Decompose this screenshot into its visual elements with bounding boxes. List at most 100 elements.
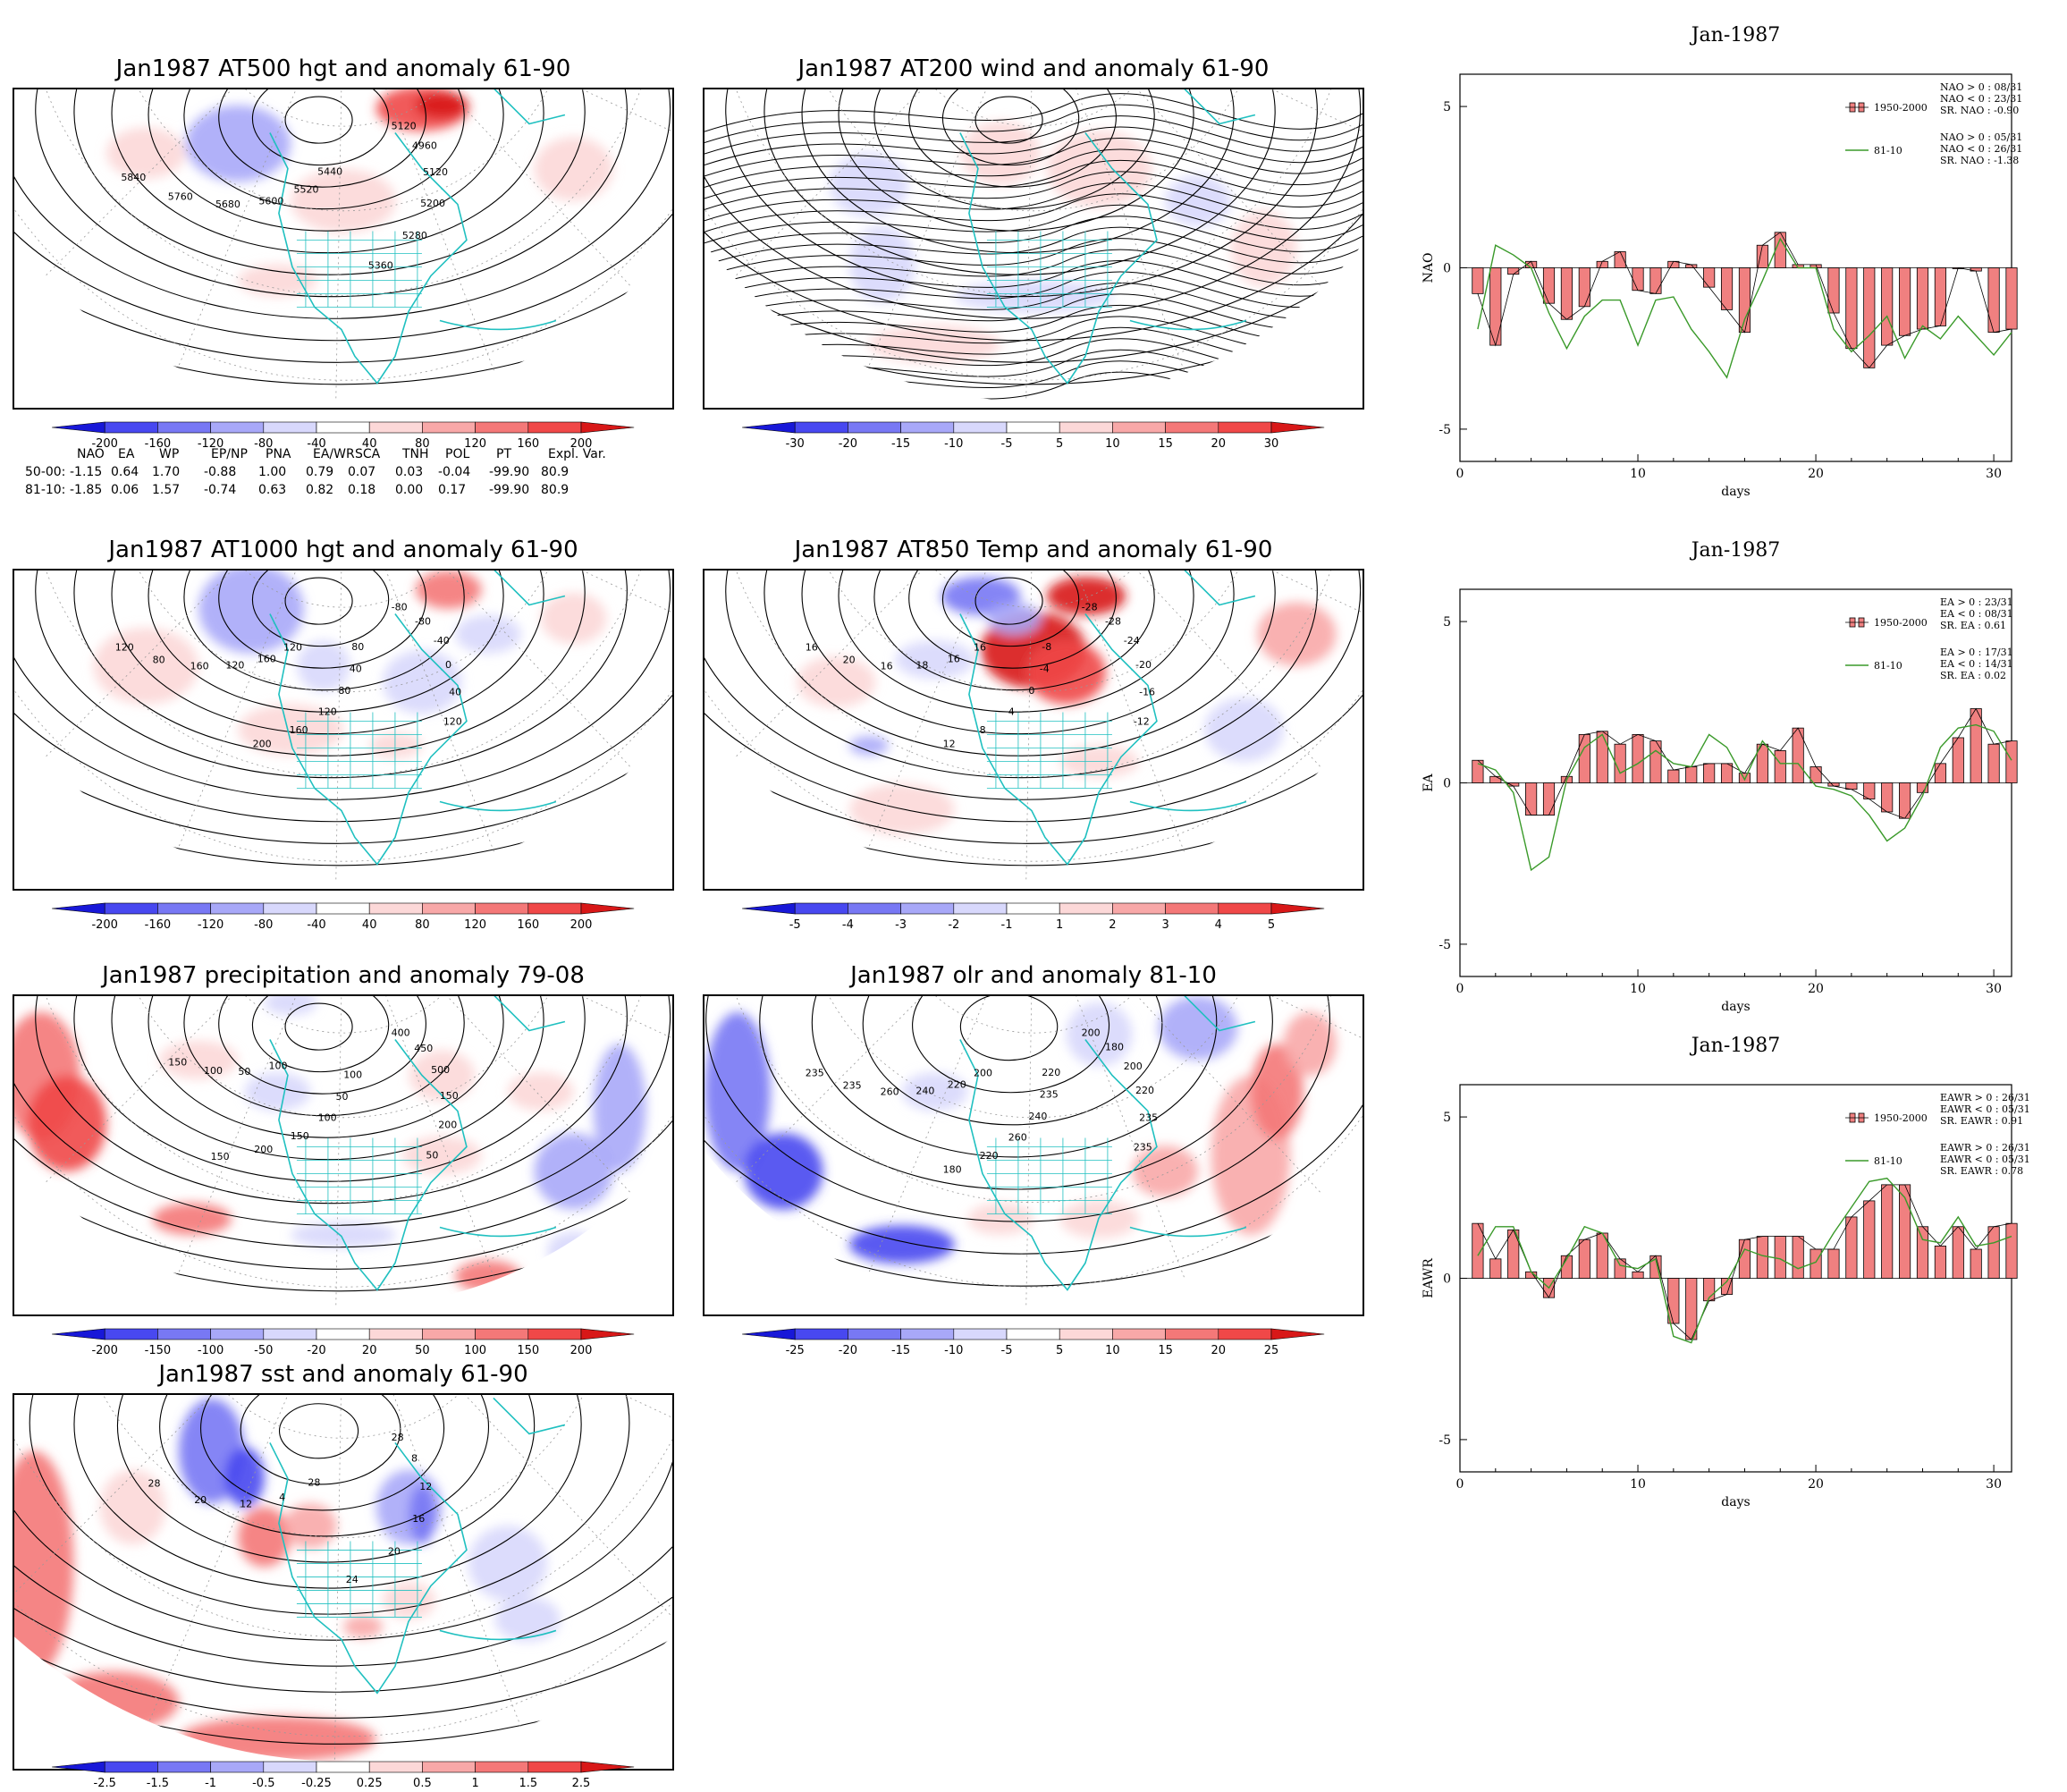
colorbar-cell [527,1761,582,1773]
x-axis-label: days [1721,485,1750,499]
anomaly-patch [46,1671,179,1732]
colorbar-cell [105,1328,159,1340]
streamline [704,271,1363,310]
colorbar-label: -50 [255,1344,274,1357]
contour-label: 80 [153,655,165,666]
anomaly-patch [1046,577,1126,615]
y-axis-label: EAWR [1422,1258,1436,1298]
anomaly-patch [369,732,423,759]
colorbar-label: 15 [1159,1344,1174,1357]
legend-stat: SR. EA : 0.02 [1940,670,2006,681]
anomaly-patch [14,1450,74,1676]
contour-label: 16 [881,660,893,672]
colorbar-label: 3 [1162,918,1169,932]
bar [1542,267,1556,304]
anomaly-patch [1257,602,1337,666]
legend-stat: SR. EAWR : 0.91 [1940,1115,2023,1127]
colorbar-label: 15 [1159,437,1174,451]
anomaly-patch [415,92,468,119]
colorbar-cell [795,1328,849,1340]
coastline-greenland [493,89,566,125]
colorbar-label: -10 [945,437,964,451]
anomaly-patch [547,1231,601,1271]
meridian [29,571,344,774]
chart-title: Jan-1987 [1690,24,1781,46]
anomaly-patch [224,1447,265,1508]
colorbar-cell [1112,421,1167,434]
contour-line [14,571,672,844]
contour-line [838,89,1194,232]
bar [1934,763,1946,783]
contour-line [704,996,1363,1287]
contour-label: 260 [881,1086,899,1097]
colorbar-cell [105,902,159,915]
coastline-north-america [959,132,1158,385]
contour-label: -28 [1082,602,1098,613]
bar [1970,1248,1982,1279]
colorbar-cell [527,902,582,915]
bar [1738,1238,1751,1279]
contour-line [14,89,672,385]
bar [1792,1236,1804,1279]
contour-label: 18 [915,660,928,672]
colorbar-olr: -25 -20 -15 -10 -5 5 10 15 20 25 [742,1327,1325,1359]
contour-label: -8 [1042,641,1051,653]
colorbar-cell [422,421,477,434]
contour-label: 200 [253,739,272,750]
colorbar-label: 30 [1264,437,1279,451]
anomaly-patch [869,325,1001,364]
colorbar-cell [953,902,1008,915]
contour-label: 220 [980,1150,999,1162]
contour-label: 12 [419,1481,432,1492]
contour-label: 5120 [423,166,448,178]
streamline [704,93,1363,132]
colorbar-label: -200 [92,1344,119,1357]
contour-label: 5120 [392,121,417,132]
contour-label: 4 [279,1492,285,1503]
coastline-greenland [1183,571,1256,606]
colorbar-cell [1165,902,1219,915]
anomaly-patch [238,264,317,297]
anomaly-patch [27,1076,107,1171]
x-axis-label: days [1721,1495,1750,1509]
contour-label: 40 [350,663,362,674]
colorbar-cell [105,1761,159,1773]
legend-stat: NAO > 0 : 05/31 [1940,131,2022,143]
contour-label: 50 [426,1150,438,1162]
map-title-sst: Jan1987 sst and anomaly 61-90 [158,1361,528,1388]
eof-cell: Expl. Var. [548,447,606,461]
bar [1916,267,1929,330]
bar [1578,267,1590,308]
anomaly-patch [1204,697,1284,762]
map-title-z1000: Jan1987 AT1000 hgt and anomaly 61-90 [108,537,578,563]
anomaly-patch [185,105,291,182]
contour-line [183,89,465,210]
colorbar-cell [1165,421,1219,434]
contour-line [251,996,390,1073]
contour-label: 0 [1028,685,1034,697]
streamline [704,349,1363,389]
bar [1667,769,1680,783]
colorbar-label: 1.5 [519,1777,538,1790]
contour-line [704,996,1363,1255]
contour-label: 20 [388,1546,401,1558]
contour-label: 100 [343,1069,362,1081]
map-t850: -28 -28 -24 -20 -16 -12 -8 -4 0 4 8 12 16 16 18 16 20 16 [703,569,1364,891]
colorbar-cell [263,421,317,434]
bar [1489,775,1502,783]
colorbar-cell [157,1328,212,1340]
colorbar-cell [1112,902,1167,915]
contour-line [251,571,390,647]
contour-line [73,996,586,1182]
contour-label: 16 [806,641,818,653]
anomaly-patch [93,628,199,705]
colorbar-cell [422,1328,477,1340]
meridian [334,89,344,402]
contour-line [14,1395,672,1762]
anomaly-patch [848,1225,955,1264]
colorbar-label: 50 [416,1344,431,1357]
meridian [333,1395,344,1762]
contour-label: -24 [1124,635,1140,647]
contour-line [14,89,672,342]
contour-line [764,571,1276,757]
